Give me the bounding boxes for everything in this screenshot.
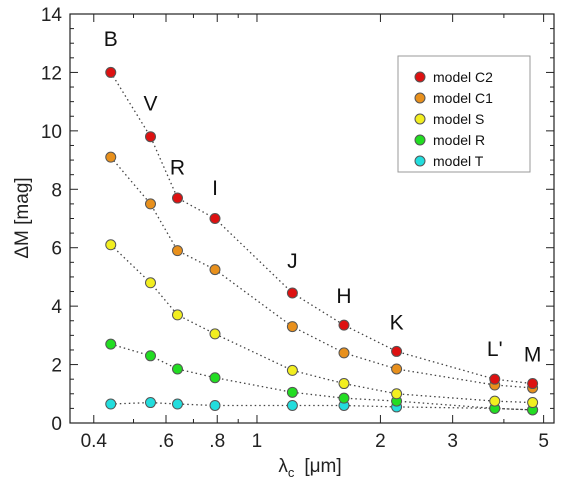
- point-model-c2: [209, 213, 221, 224]
- point-model-c2: [489, 373, 501, 385]
- point-model-r: [105, 338, 117, 350]
- legend-label-model-c1: model C1: [433, 90, 493, 106]
- point-model-c2: [391, 345, 403, 357]
- band-labels: B V R I J H K L' M: [104, 28, 542, 367]
- legend-marker-model-c2: [414, 71, 426, 83]
- point-model-t: [105, 398, 117, 410]
- point-model-s: [209, 328, 221, 340]
- point-model-c1: [105, 151, 117, 163]
- point-model-t: [171, 398, 183, 410]
- series-line-model-s: [110, 244, 533, 404]
- band-label-h: H: [336, 285, 351, 308]
- band-label-lp: L': [487, 338, 503, 361]
- legend-label-model-r: model R: [433, 132, 485, 148]
- legend-marker-model-c1: [414, 92, 426, 104]
- legend-marker-model-s: [414, 113, 426, 125]
- point-model-s: [489, 395, 501, 407]
- point-model-r: [338, 392, 350, 404]
- point-model-c2: [144, 131, 156, 143]
- x-axis-subscript: c: [288, 465, 295, 480]
- band-label-j: J: [287, 250, 298, 273]
- x-tick-label: 2: [375, 431, 386, 452]
- band-label-v: V: [143, 92, 157, 115]
- y-tick-label: 2: [51, 356, 62, 377]
- y-tick-label: 12: [41, 63, 62, 84]
- point-model-c2: [105, 66, 117, 78]
- point-model-r: [171, 363, 183, 375]
- legend: model C2 model C1 model S model R model T: [397, 55, 531, 173]
- y-tick-label: 8: [51, 180, 62, 201]
- x-tick-label: .8: [209, 431, 225, 452]
- point-model-c1: [286, 321, 298, 333]
- y-axis-label: ΔM [mag]: [12, 177, 33, 258]
- point-model-s: [527, 397, 539, 409]
- point-model-c1: [338, 347, 350, 359]
- point-model-s: [338, 378, 350, 390]
- band-label-b: B: [104, 28, 118, 51]
- point-model-c2: [338, 319, 350, 331]
- point-model-c1: [144, 198, 156, 210]
- legend-label-model-s: model S: [433, 111, 484, 127]
- point-model-r: [144, 350, 156, 362]
- point-model-r: [286, 386, 298, 398]
- band-label-i: I: [212, 177, 218, 200]
- point-model-c2: [527, 378, 539, 390]
- point-model-t: [286, 399, 298, 411]
- legend-marker-model-r: [414, 134, 426, 146]
- series-line-model-t: [110, 401, 533, 411]
- point-model-s: [391, 388, 403, 400]
- point-model-s: [171, 309, 183, 321]
- y-tick-label: 10: [41, 122, 62, 143]
- y-tick-label: 0: [51, 414, 62, 435]
- data-points: [105, 66, 539, 416]
- x-axis-symbol: λ: [278, 456, 288, 477]
- point-model-s: [144, 277, 156, 289]
- x-axis-label: λc [μm]: [278, 456, 341, 480]
- point-model-t: [209, 399, 221, 411]
- x-axis-unit: [μm]: [304, 456, 341, 477]
- point-model-c1: [209, 264, 221, 276]
- y-tick-label: 4: [51, 297, 62, 318]
- x-tick-label: 3: [447, 431, 458, 452]
- legend-marker-model-t: [414, 155, 426, 167]
- x-tick-label: 0.4: [81, 431, 108, 452]
- legend-label-model-c2: model C2: [433, 69, 493, 85]
- point-model-s: [286, 364, 298, 376]
- band-label-r: R: [170, 157, 185, 180]
- y-tick-label: 14: [41, 5, 63, 26]
- point-model-c1: [391, 363, 403, 375]
- point-model-r: [209, 372, 221, 384]
- point-model-c2: [171, 192, 183, 204]
- x-tick-label: 5: [538, 431, 549, 452]
- point-model-t: [144, 397, 156, 409]
- point-model-c2: [286, 287, 298, 299]
- band-label-k: K: [390, 312, 404, 335]
- point-model-c1: [171, 245, 183, 257]
- point-model-s: [105, 239, 117, 251]
- x-tick-label: .6: [158, 431, 174, 452]
- band-label-m: M: [524, 344, 542, 367]
- x-tick-label: 1: [252, 431, 263, 452]
- y-tick-label: 6: [51, 239, 62, 260]
- legend-label-model-t: model T: [433, 153, 484, 169]
